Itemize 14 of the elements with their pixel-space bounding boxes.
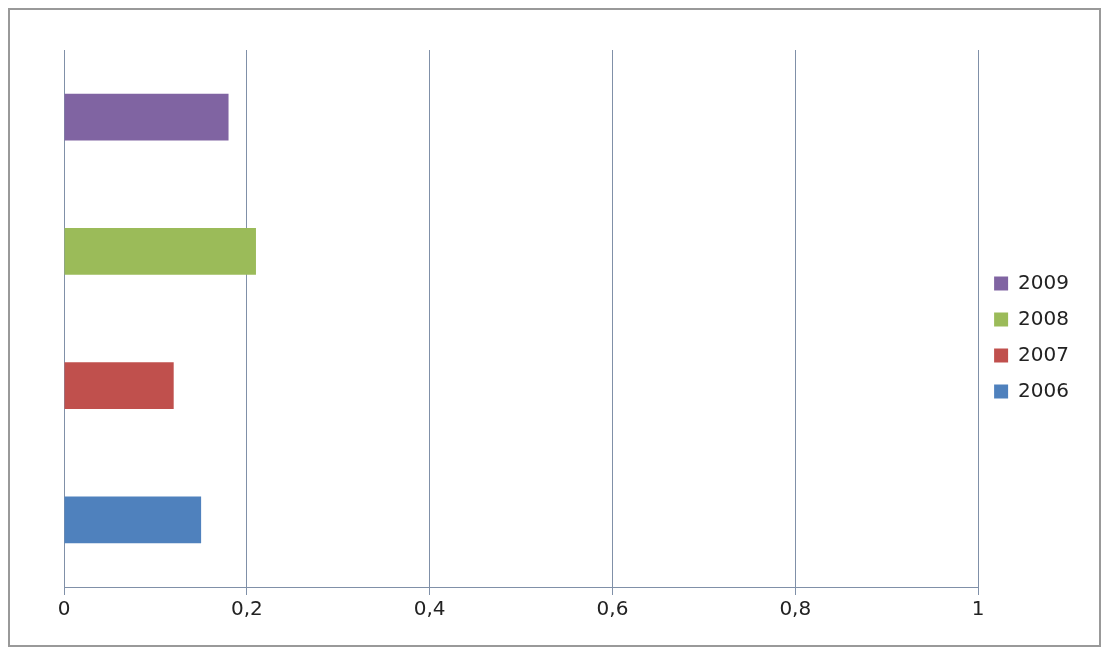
x-tick-label: 1	[971, 596, 985, 621]
x-tick-label: 0,6	[596, 596, 629, 621]
legend-label: 2009	[1018, 269, 1070, 294]
x-tick-label: 0,8	[779, 596, 812, 621]
legend-label: 2006	[1018, 377, 1070, 402]
bar	[64, 362, 174, 410]
bar	[64, 496, 202, 544]
bar	[64, 227, 256, 275]
bar	[64, 93, 229, 141]
x-tick-label: 0	[57, 596, 71, 621]
legend-label: 2008	[1018, 305, 1070, 330]
x-tick-label: 0,4	[413, 596, 446, 621]
legend-label: 2007	[1018, 341, 1070, 366]
x-tick-label: 0,2	[230, 596, 263, 621]
